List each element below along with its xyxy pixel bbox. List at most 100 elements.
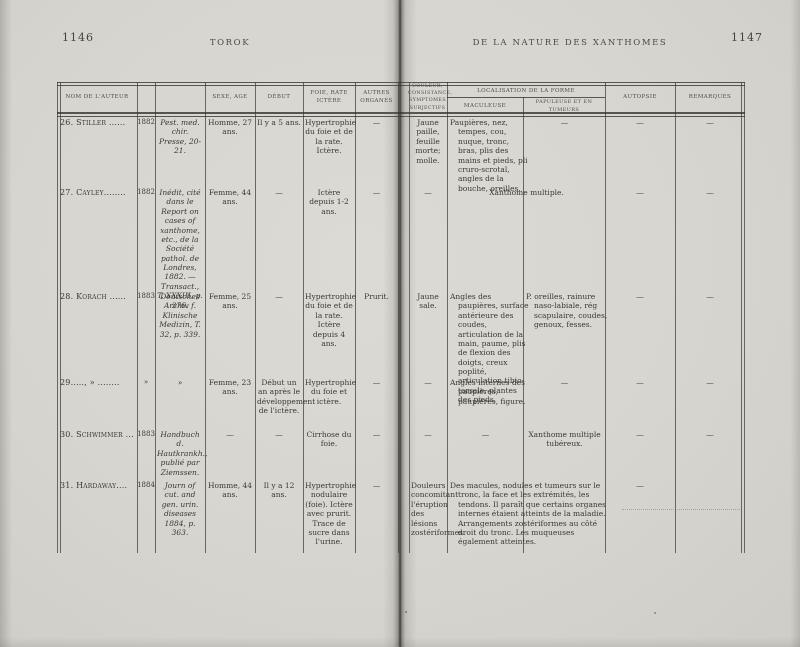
cell-sexe-age: Homme, 27 ans.	[207, 118, 253, 137]
scan-edge-shadow-left	[0, 0, 12, 647]
column-rule	[447, 82, 448, 553]
cell-debut: Il y a 12 ans.	[263, 481, 295, 500]
header-author: NOM DE L'AUTEUR	[65, 94, 129, 100]
localisation-divider-rule	[447, 97, 605, 98]
cell-autres-organes: —	[372, 481, 381, 490]
header-maculeuse: MACULEUSE	[463, 103, 507, 109]
cell-year: 1882	[137, 118, 155, 126]
cell-autopsie: —	[636, 118, 644, 127]
cell-sexe-age: —	[226, 430, 234, 439]
scan-edge-shadow-bottom	[0, 637, 800, 647]
header-sexe-age: SEXE, AGE	[212, 94, 248, 100]
cell-autopsie: —	[636, 430, 644, 439]
cell-foie: Hypertrophie du foie et ictère.	[305, 378, 357, 406]
cell-debut: Début un an après le développement de l'…	[257, 378, 316, 416]
scan-edge-shadow-right	[790, 0, 800, 647]
header-autopsie: AUTOPSIE	[623, 94, 657, 100]
cell-maculeuse: Paupières, nez, tempes, cou, nuque, tron…	[450, 118, 528, 193]
cell-source: »	[177, 378, 183, 387]
cell-foie: Cirrhose du foie.	[306, 430, 352, 449]
cell-foie: Hypertrophie du foie et de la rate. Ictè…	[305, 292, 357, 348]
cell-author: 30. Schwimmer ...	[60, 430, 134, 439]
cell-sexe-age: Femme, 25 ans.	[208, 292, 252, 311]
cell-remarques: —	[706, 430, 714, 439]
cell-foie: Hypertrophie du foie et de la rate. Ictè…	[305, 118, 357, 156]
cell-remarques: —	[706, 188, 714, 197]
header-papuleuse: PAPULEUSE ET EN TUMEURS	[535, 99, 593, 113]
cell-couleur: —	[424, 430, 432, 439]
ink-speck	[654, 612, 656, 614]
cell-debut: —	[275, 292, 283, 301]
cell-papuleuse: —	[560, 378, 569, 387]
column-rule	[205, 82, 206, 553]
cell-source: Journ of cut. and gen. urin. diseases 18…	[161, 481, 199, 537]
cell-couleur: Jaune sale.	[417, 292, 439, 311]
cell-maculeuse: Angles internes des paupières, paupières…	[450, 378, 526, 406]
cell-year: »	[143, 378, 149, 386]
cell-maculeuse: Angles des paupières, surface antérieure…	[450, 292, 529, 405]
cell-remarques: —	[706, 378, 714, 387]
cell-source: Inédit, cité dans le Report on cases of …	[157, 188, 203, 310]
cell-year: 1882	[137, 188, 155, 196]
cell-sexe-age: Femme, 23 ans.	[208, 378, 252, 397]
header-autres-organes: AUTRES ORGANES	[360, 90, 393, 105]
column-rule	[303, 82, 304, 553]
cell-papuleuse: Xanthome multiple tubéreux.	[528, 430, 601, 449]
column-rule	[355, 82, 356, 553]
cell-couleur: Jaune paille, feuille morte; molle.	[415, 118, 441, 165]
cell-autres-organes: —	[372, 118, 381, 127]
cell-couleur: —	[424, 188, 432, 197]
cell-debut: —	[275, 430, 283, 439]
cell-remarques: —	[706, 118, 714, 127]
cell-author: 29....., » ........	[60, 378, 120, 387]
cell-autopsie: —	[636, 481, 644, 490]
cell-localisation-span: Des macules, nodules et tumeurs sur le t…	[450, 481, 607, 547]
cell-papuleuse: P. oreilles, rainure naso-labiale, rég s…	[526, 292, 608, 330]
table-border-right-inner	[741, 82, 742, 553]
cell-sexe-age: Homme, 44 ans.	[207, 481, 253, 500]
column-rule	[255, 82, 256, 553]
cell-source: Handbuch d. Hautkrankh., publié par Ziem…	[157, 430, 208, 477]
cell-localisation-span: Xanthome multiple.	[489, 188, 564, 197]
cell-year: 1883	[137, 292, 155, 300]
ink-speck	[405, 611, 407, 613]
running-title-right: DE LA NATURE DES XANTHOMES	[472, 38, 668, 48]
page-fold-line	[399, 0, 401, 647]
table-border-left-outer	[57, 82, 58, 553]
running-title-left: TOROK	[209, 38, 251, 48]
faint-dotted-artifact	[622, 509, 740, 510]
cell-couleur: —	[424, 378, 432, 387]
cell-debut: —	[275, 188, 283, 197]
page-number-left: 1146	[62, 31, 94, 44]
cell-author: 31. Hardaway....	[60, 481, 128, 490]
header-foie-rate-ictere: FOIE, RATE ICTÈRE	[310, 90, 348, 105]
cell-author: 28. Korach ......	[60, 292, 127, 301]
case-table: NOM DE L'AUTEUR SEXE, AGE DÉBUT FOIE, RA…	[57, 82, 745, 553]
column-rule-sub	[523, 97, 524, 553]
cell-year: 1883	[137, 430, 155, 438]
cell-foie: Hypertrophie nodulaire (foie). Ictère av…	[305, 481, 357, 547]
column-rule	[137, 82, 138, 553]
cell-maculeuse: —	[481, 430, 490, 439]
cell-autopsie: —	[636, 378, 644, 387]
header-debut: DÉBUT	[267, 94, 291, 100]
table-border-right-outer	[744, 82, 745, 553]
cell-year: 1884	[137, 481, 155, 489]
cell-remarques: —	[706, 292, 714, 301]
cell-foie: Ictère depuis 1-2 ans.	[309, 188, 349, 216]
cell-author: 26. Stiller ......	[60, 118, 126, 127]
cell-couleur: Douleurs concomitant l'éruption des lési…	[411, 481, 466, 537]
page-number-right: 1147	[731, 31, 763, 44]
column-rule	[155, 82, 156, 553]
cell-autres-organes: —	[372, 188, 381, 197]
cell-source: Pest. med. chir. Presse, 20-21.	[158, 118, 202, 156]
cell-autres-organes: —	[372, 378, 381, 387]
cell-autopsie: —	[636, 188, 644, 197]
cell-papuleuse: —	[560, 118, 569, 127]
cell-author: 27. Cayley........	[60, 188, 126, 197]
cell-source: Deutsches Archiv f. Klinische Medizin, T…	[159, 292, 201, 339]
header-couleur-consistance: COULEUR, CONSISTANCE, SYMPTOMES SUBJECTI…	[408, 84, 453, 111]
cell-sexe-age: Femme, 44 ans.	[208, 188, 252, 207]
header-localisation-group: LOCALISATION DE LA FORME	[477, 88, 575, 94]
